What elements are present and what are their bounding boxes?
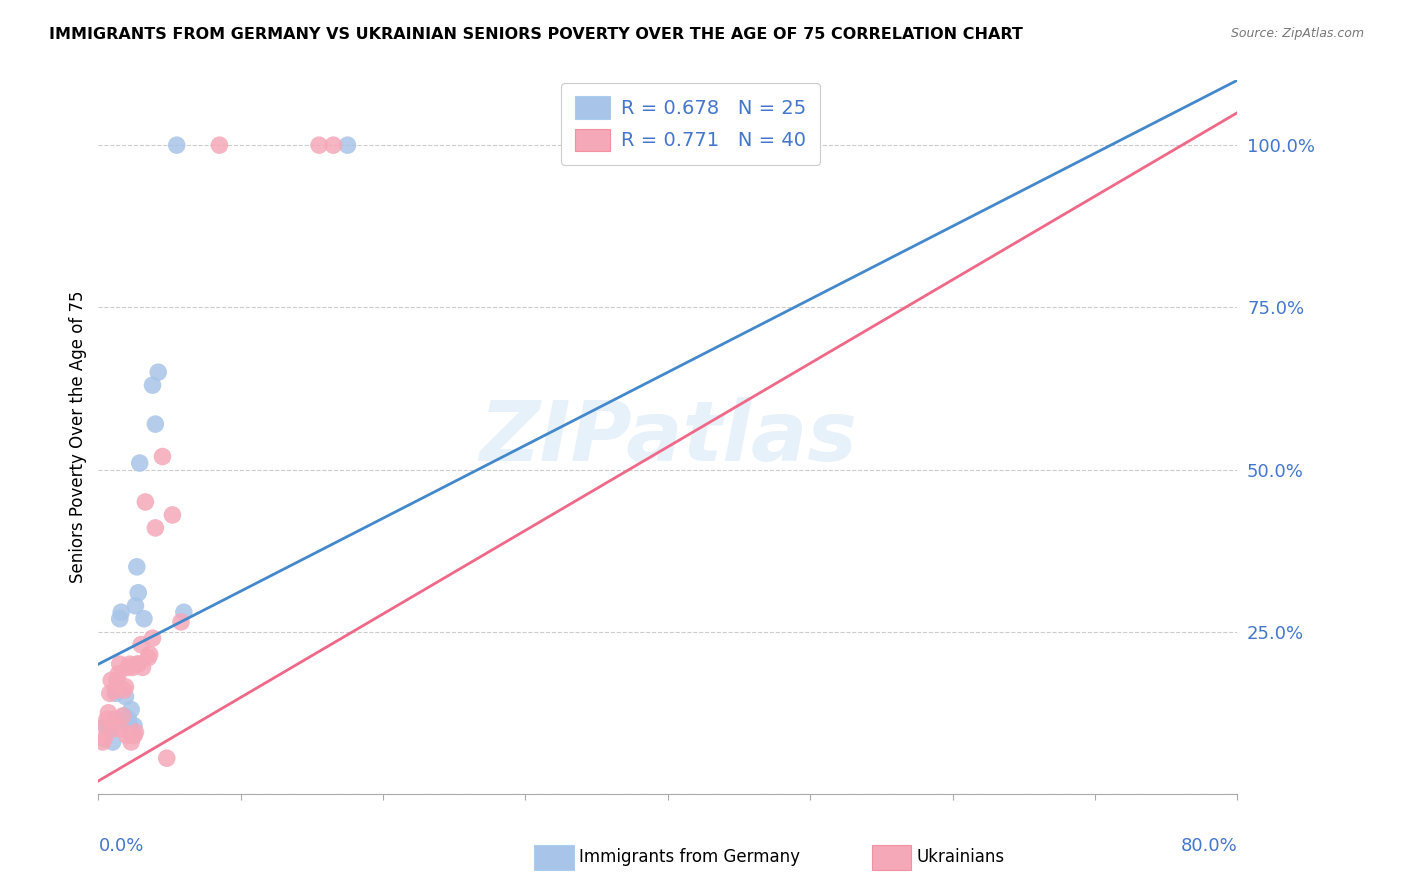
Point — [96, 712, 118, 726]
Point — [336, 138, 359, 153]
Point — [162, 508, 184, 522]
Point — [108, 612, 131, 626]
Text: Ukrainians: Ukrainians — [917, 848, 1005, 866]
Point — [129, 638, 152, 652]
Point — [104, 683, 127, 698]
Point — [98, 722, 121, 736]
Point — [308, 138, 330, 153]
Y-axis label: Seniors Poverty Over the Age of 75: Seniors Poverty Over the Age of 75 — [69, 291, 87, 583]
Point — [124, 599, 146, 613]
Point — [110, 605, 132, 619]
Point — [166, 138, 188, 153]
Text: ZIPatlas: ZIPatlas — [479, 397, 856, 477]
Point — [145, 417, 167, 431]
Point — [103, 712, 125, 726]
Text: Source: ZipAtlas.com: Source: ZipAtlas.com — [1230, 27, 1364, 40]
Point — [122, 729, 145, 743]
Text: 0.0%: 0.0% — [98, 837, 143, 855]
Point — [91, 735, 114, 749]
Point — [173, 605, 195, 619]
Point — [111, 709, 134, 723]
Point — [114, 690, 136, 704]
Point — [93, 731, 115, 746]
Point — [145, 521, 167, 535]
Point — [120, 702, 142, 716]
Point — [100, 673, 122, 688]
Point — [118, 719, 141, 733]
Point — [136, 650, 159, 665]
Point — [125, 657, 148, 672]
Point — [112, 709, 135, 723]
Point — [107, 666, 129, 681]
Point — [110, 722, 132, 736]
Point — [132, 612, 155, 626]
Point — [156, 751, 179, 765]
Point — [115, 729, 138, 743]
Point — [117, 660, 139, 674]
Text: 80.0%: 80.0% — [1181, 837, 1237, 855]
Point — [121, 660, 143, 674]
Point — [127, 586, 149, 600]
Point — [118, 657, 141, 672]
Point — [122, 719, 145, 733]
Point — [114, 680, 136, 694]
Legend: R = 0.678   N = 25, R = 0.771   N = 40: R = 0.678 N = 25, R = 0.771 N = 40 — [561, 83, 820, 165]
Point — [208, 138, 231, 153]
Point — [112, 683, 135, 698]
Point — [127, 657, 149, 672]
Text: IMMIGRANTS FROM GERMANY VS UKRAINIAN SENIORS POVERTY OVER THE AGE OF 75 CORRELAT: IMMIGRANTS FROM GERMANY VS UKRAINIAN SEN… — [49, 27, 1024, 42]
Point — [101, 735, 124, 749]
Point — [117, 712, 139, 726]
Point — [148, 365, 170, 379]
Point — [141, 378, 163, 392]
Point — [125, 559, 148, 574]
Point — [94, 719, 117, 733]
Point — [104, 686, 127, 700]
Point — [120, 735, 142, 749]
Point — [322, 138, 344, 153]
Point — [94, 719, 117, 733]
Point — [141, 631, 163, 645]
Point — [152, 450, 174, 464]
Point — [97, 706, 120, 720]
Point — [121, 729, 143, 743]
Point — [101, 722, 124, 736]
Point — [138, 648, 160, 662]
Text: Immigrants from Germany: Immigrants from Germany — [579, 848, 800, 866]
Point — [131, 660, 153, 674]
Point — [98, 686, 121, 700]
Point — [115, 715, 138, 730]
Point — [124, 725, 146, 739]
Point — [128, 456, 150, 470]
Point — [134, 495, 156, 509]
Point — [105, 673, 128, 688]
Point — [108, 657, 131, 672]
Point — [170, 615, 193, 629]
